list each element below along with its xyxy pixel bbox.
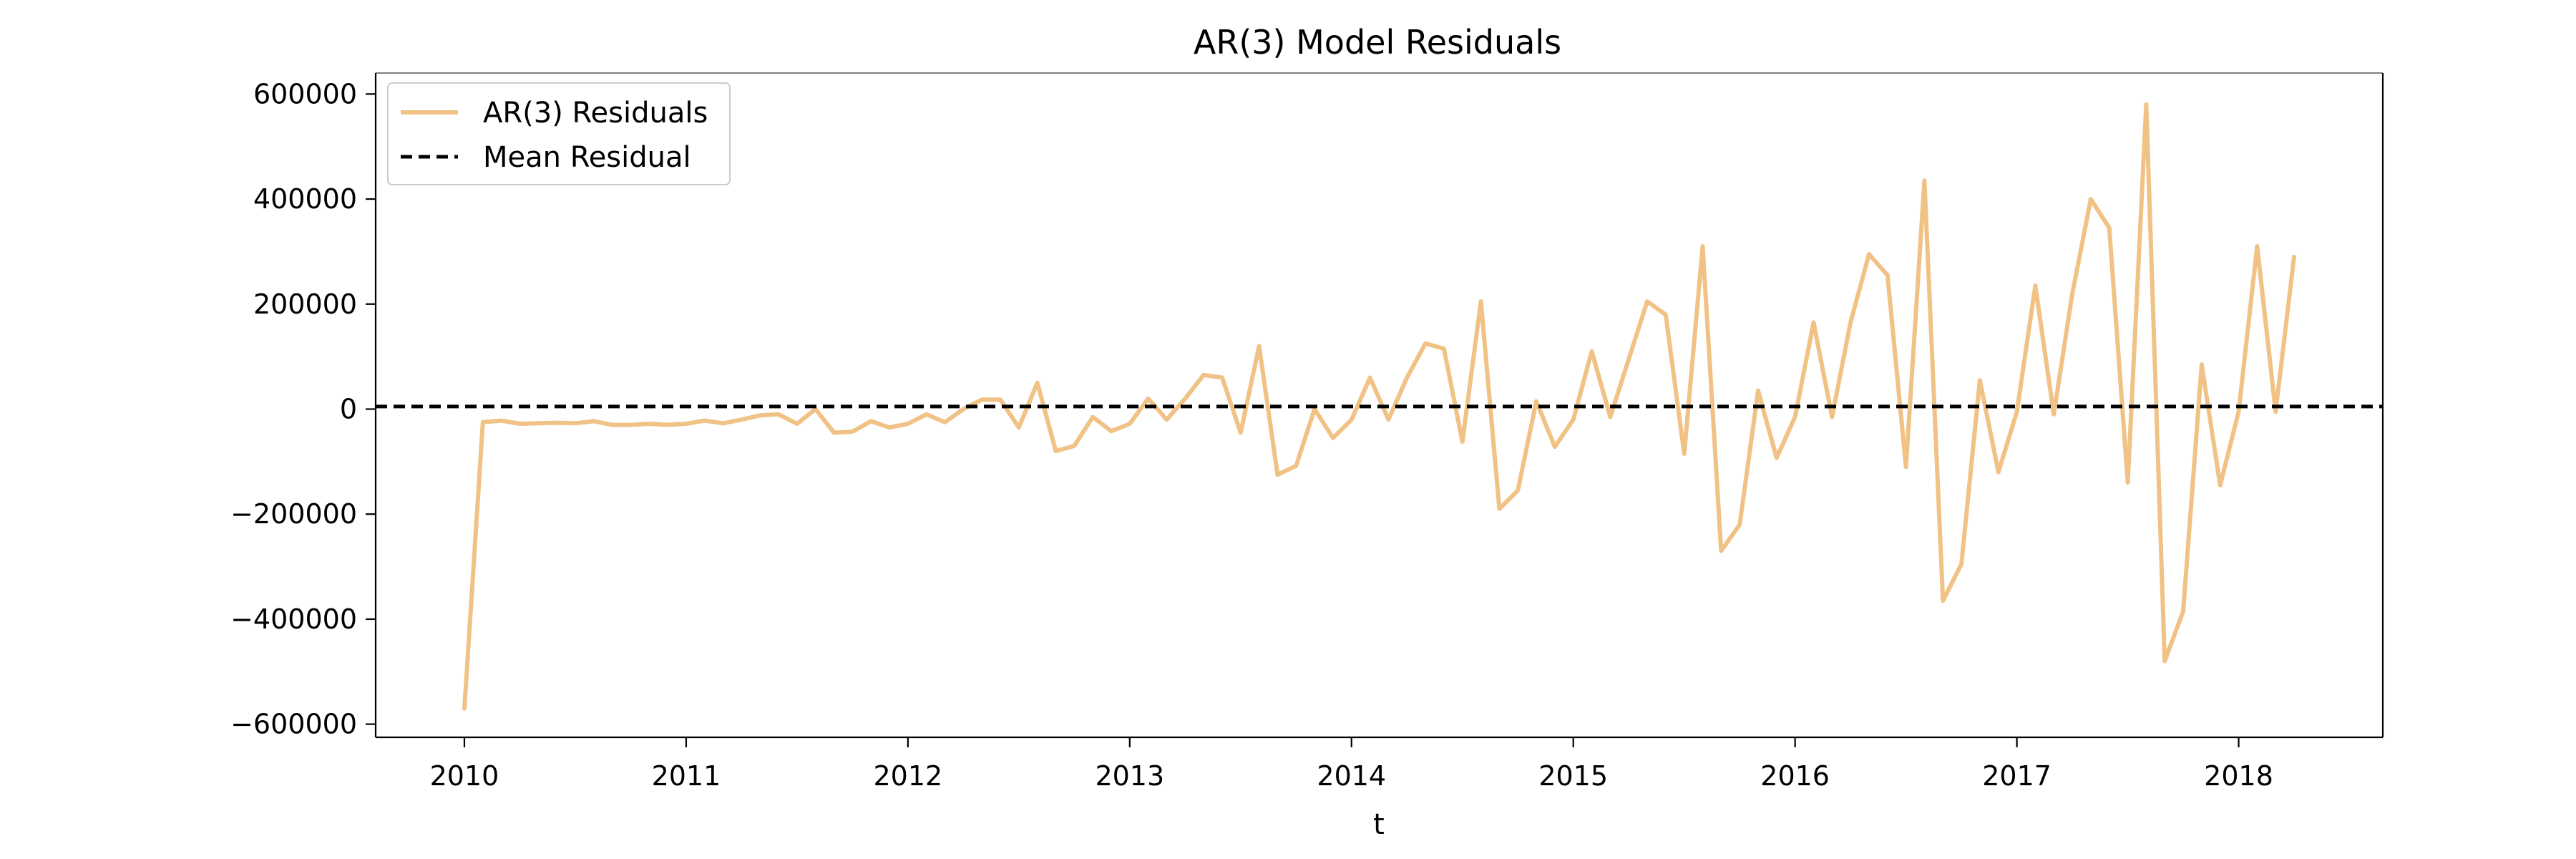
x-tick-label: 2016 [1760, 760, 1830, 792]
x-ticks: 2010 2011 2012 2013 2014 2015 2016 2017 2018 [430, 737, 2273, 792]
legend-label-mean: Mean Residual [483, 141, 691, 174]
x-tick-label: 2012 [874, 760, 943, 792]
x-axis-label: t [1373, 808, 1385, 841]
y-tick-label: −400000 [230, 603, 357, 635]
y-tick-label: 0 [340, 394, 357, 425]
y-tick-label: 200000 [253, 288, 357, 320]
x-tick-label: 2013 [1095, 760, 1164, 792]
legend: AR(3) Residuals Mean Residual [387, 82, 731, 185]
x-tick-label: 2010 [430, 760, 499, 792]
y-tick-label: 400000 [253, 183, 357, 215]
y-ticks: −600000 −400000 −200000 0 200000 400000 600000 [230, 78, 376, 740]
x-tick-label: 2015 [1538, 760, 1608, 792]
y-tick-label: −200000 [230, 498, 357, 530]
x-tick-label: 2014 [1317, 760, 1386, 792]
plot-marks [376, 102, 2383, 711]
y-tick-label: 600000 [253, 78, 357, 110]
legend-label-residuals: AR(3) Residuals [483, 97, 708, 130]
series-line-residuals [462, 102, 2296, 711]
x-tick-label: 2017 [1982, 760, 2051, 792]
legend-box [387, 82, 731, 185]
chart-title: AR(3) Model Residuals [1194, 23, 1561, 62]
y-tick-label: −600000 [230, 709, 357, 740]
x-tick-label: 2011 [652, 760, 721, 792]
x-tick-label: 2018 [2204, 760, 2273, 792]
